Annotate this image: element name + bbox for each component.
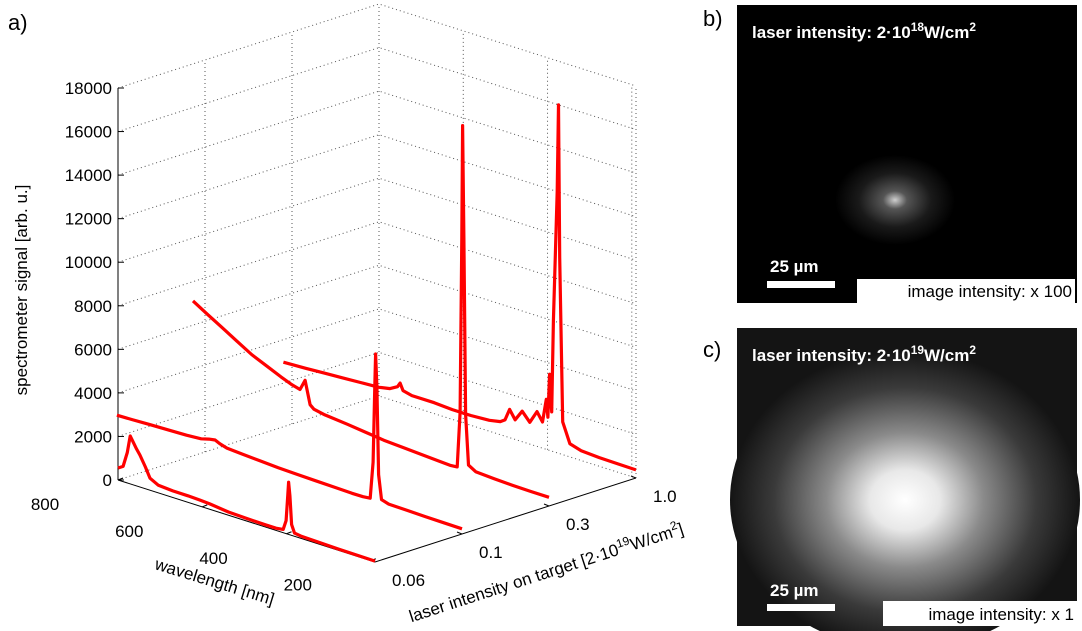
y-tick-label: 10000 (65, 253, 112, 272)
y-tick-label: 12000 (65, 210, 112, 229)
image-title-part: W/cm (924, 346, 969, 365)
z-tick (543, 503, 550, 507)
image-title-part: laser intensity: 2·10 (752, 346, 911, 365)
image-panel: c) 25 µm image intensity: x 1 laser inte… (703, 328, 1080, 631)
image-title-part: 2 (969, 343, 976, 357)
image-panel: b) 25 µm image intensity: x 100 laser in… (703, 5, 1077, 303)
intensity-label: image intensity: x 100 (908, 282, 1072, 301)
y-tick-label: 4000 (74, 384, 112, 403)
intensity-box (883, 601, 1077, 626)
y-tick-label: 6000 (74, 340, 112, 359)
panel-label: b) (703, 6, 723, 31)
z-tick-label: 1.0 (653, 487, 677, 506)
z-tick-label: 0.3 (566, 515, 590, 534)
spectrum-line (282, 103, 637, 472)
image-title-part: laser intensity: 2·10 (752, 23, 911, 42)
panel-label: a) (8, 10, 28, 35)
z-axis-label-part: 19 (614, 533, 631, 551)
spectra-panel: a) 0 2000 4000 6000 8000 10000 12000 14000 16000… (8, 3, 686, 626)
grid-line (117, 3, 637, 89)
laser-spot (835, 155, 955, 245)
panel-label: c) (703, 337, 721, 362)
image-title-part: 18 (911, 20, 925, 34)
y-tick-label: 16000 (65, 123, 112, 142)
y-axis-label: spectrometer signal [arb. u.] (12, 185, 31, 396)
image-title: laser intensity: 2·1019W/cm2 (752, 343, 976, 365)
scale-bar (767, 604, 835, 611)
axis-line (374, 477, 637, 563)
y-tick-label: 0 (103, 471, 112, 490)
x-tick-label: 400 (199, 549, 227, 568)
z-axis-label-part: ] (675, 519, 685, 539)
x-tick-label: 600 (115, 522, 143, 541)
z-tick-label: 0.1 (479, 543, 503, 562)
z-tick (630, 475, 637, 479)
y-tick-label: 2000 (74, 427, 112, 446)
intensity-label: image intensity: x 1 (928, 605, 1074, 624)
laser-spot (730, 350, 1080, 631)
y-tick-label: 18000 (65, 79, 112, 98)
x-tick (202, 504, 208, 508)
spectrum-line (191, 124, 550, 499)
z-axis-label: laser intensity on target [2·1019W/cm2] (406, 516, 686, 626)
x-tick-label: 800 (31, 495, 59, 514)
scale-bar-label: 25 µm (770, 581, 819, 600)
image-title-part: 2 (969, 20, 976, 34)
y-tick-label: 8000 (74, 297, 112, 316)
x-tick (117, 477, 124, 481)
z-axis-label-part: 2 (668, 518, 679, 533)
spectrum-line (117, 434, 376, 563)
y-tick-label: 14000 (65, 166, 112, 185)
spectrum-line (116, 352, 463, 531)
z-axis-label-part: laser intensity on target [2·10 (407, 540, 621, 626)
scale-bar (767, 281, 835, 288)
x-tick-label: 200 (284, 576, 312, 595)
z-tick-label: 0.06 (392, 571, 425, 590)
z-axis-label-part: W/cm (628, 523, 675, 554)
grid-line (117, 264, 637, 350)
intensity-box (857, 279, 1075, 303)
image-title-part: 19 (911, 343, 925, 357)
x-tick (286, 531, 292, 535)
scale-bar-label: 25 µm (770, 257, 819, 276)
image-title-part: W/cm (924, 23, 969, 42)
image-title: laser intensity: 2·1018W/cm2 (752, 20, 976, 42)
z-tick (456, 531, 463, 535)
camera-image (737, 5, 1077, 303)
